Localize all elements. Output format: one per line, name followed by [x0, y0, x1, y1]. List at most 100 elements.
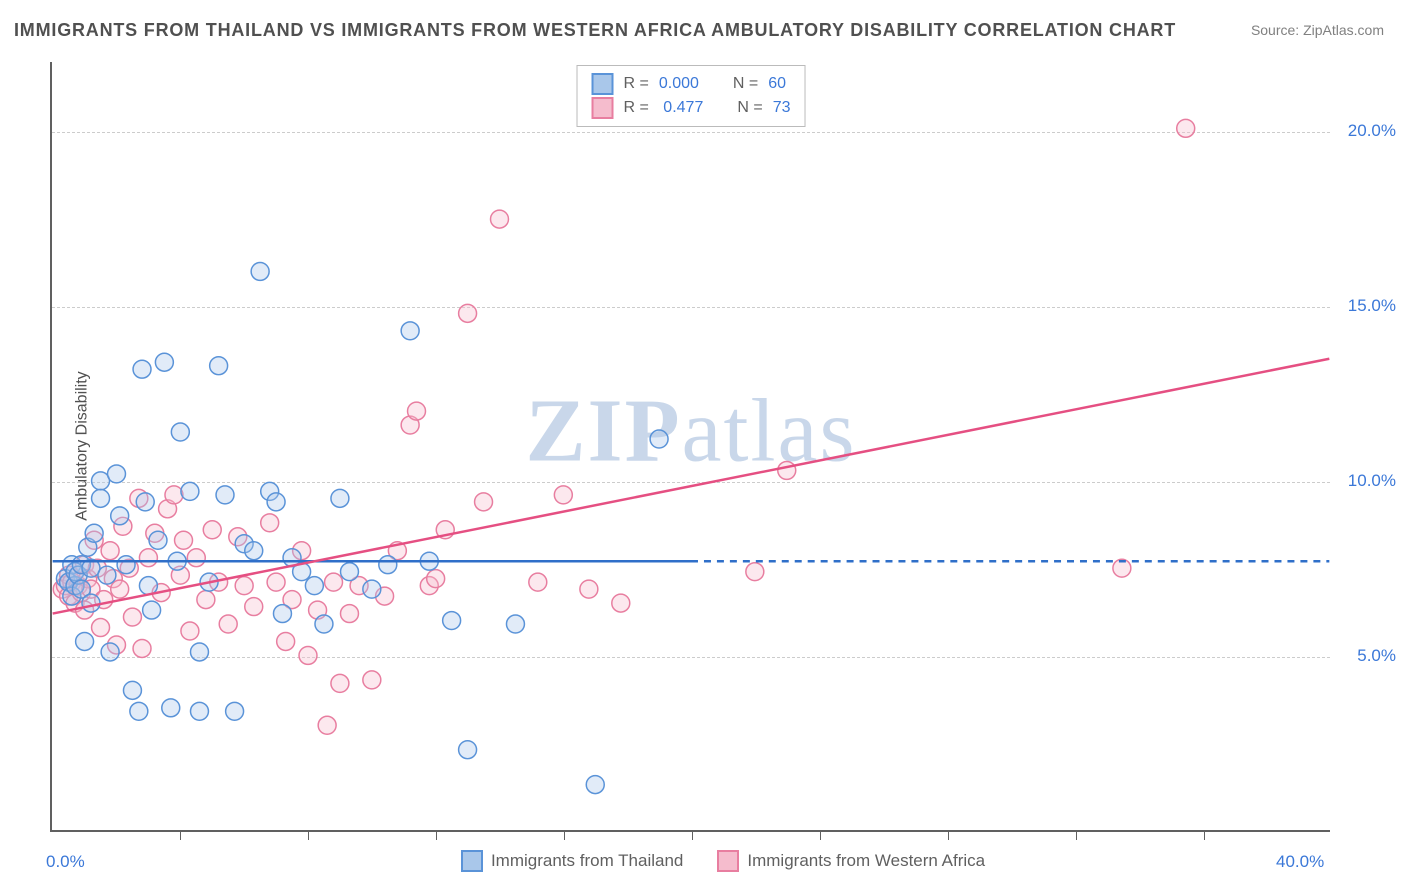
- data-point: [277, 633, 295, 651]
- r-label: R =: [624, 96, 649, 120]
- r-value-thailand: 0.000: [659, 72, 699, 96]
- data-point: [92, 619, 110, 637]
- data-point: [133, 360, 151, 378]
- data-point: [408, 402, 426, 420]
- regression-line: [53, 359, 1330, 614]
- n-label: N =: [737, 96, 762, 120]
- data-point: [226, 702, 244, 720]
- data-point: [459, 304, 477, 322]
- data-point: [191, 702, 209, 720]
- data-point: [443, 612, 461, 630]
- data-point: [181, 482, 199, 500]
- data-point: [341, 605, 359, 623]
- swatch-thailand: [461, 850, 483, 872]
- n-label: N =: [733, 72, 758, 96]
- data-point: [341, 563, 359, 581]
- data-point: [325, 573, 343, 591]
- swatch-wafrica: [717, 850, 739, 872]
- data-point: [210, 357, 228, 375]
- y-tick-label: 5.0%: [1357, 646, 1396, 666]
- data-point: [191, 643, 209, 661]
- data-point: [746, 563, 764, 581]
- data-point: [273, 605, 291, 623]
- data-point: [475, 493, 493, 511]
- data-point: [123, 608, 141, 626]
- data-point: [101, 542, 119, 560]
- data-point: [529, 573, 547, 591]
- data-point: [299, 646, 317, 664]
- data-point: [261, 514, 279, 532]
- x-tick: [820, 830, 821, 840]
- data-point: [133, 639, 151, 657]
- y-tick-label: 10.0%: [1348, 471, 1396, 491]
- data-point: [101, 643, 119, 661]
- x-tick: [1204, 830, 1205, 840]
- data-point: [155, 353, 173, 371]
- data-point: [111, 580, 129, 598]
- data-point: [363, 671, 381, 689]
- data-point: [778, 461, 796, 479]
- legend-series: Immigrants from Thailand Immigrants from…: [52, 850, 1330, 872]
- data-point: [363, 580, 381, 598]
- data-point: [85, 524, 103, 542]
- y-tick-label: 20.0%: [1348, 121, 1396, 141]
- data-point: [123, 681, 141, 699]
- swatch-thailand: [592, 73, 614, 95]
- swatch-wafrica: [592, 97, 614, 119]
- x-tick: [180, 830, 181, 840]
- chart-svg: [52, 62, 1330, 830]
- data-point: [506, 615, 524, 633]
- x-tick: [1076, 830, 1077, 840]
- data-point: [580, 580, 598, 598]
- data-point: [459, 741, 477, 759]
- x-tick: [308, 830, 309, 840]
- data-point: [165, 486, 183, 504]
- n-value-wafrica: 73: [773, 96, 791, 120]
- legend-label-wafrica: Immigrants from Western Africa: [747, 851, 985, 871]
- data-point: [197, 591, 215, 609]
- data-point: [267, 493, 285, 511]
- data-point: [82, 594, 100, 612]
- data-point: [305, 577, 323, 595]
- data-point: [136, 493, 154, 511]
- r-label: R =: [624, 72, 649, 96]
- data-point: [162, 699, 180, 717]
- y-tick-label: 15.0%: [1348, 296, 1396, 316]
- legend-item-thailand: Immigrants from Thailand: [461, 850, 683, 872]
- plot-area: ZIPatlas R = 0.000 N = 60 R = 0.477 N = …: [50, 62, 1330, 832]
- data-point: [139, 577, 157, 595]
- data-point: [130, 702, 148, 720]
- data-point: [331, 674, 349, 692]
- legend-label-thailand: Immigrants from Thailand: [491, 851, 683, 871]
- x-tick: [564, 830, 565, 840]
- data-point: [315, 615, 333, 633]
- source-attribution: Source: ZipAtlas.com: [1251, 22, 1384, 38]
- data-point: [187, 549, 205, 567]
- data-point: [76, 633, 94, 651]
- data-point: [149, 531, 167, 549]
- data-point: [175, 531, 193, 549]
- x-tick-label: 40.0%: [1276, 852, 1324, 872]
- data-point: [117, 556, 135, 574]
- legend-stats-row-2: R = 0.477 N = 73: [592, 96, 791, 120]
- data-point: [251, 262, 269, 280]
- data-point: [216, 486, 234, 504]
- data-point: [650, 430, 668, 448]
- data-point: [267, 573, 285, 591]
- chart-title: IMMIGRANTS FROM THAILAND VS IMMIGRANTS F…: [14, 20, 1176, 41]
- data-point: [108, 465, 126, 483]
- data-point: [554, 486, 572, 504]
- data-point: [245, 542, 263, 560]
- data-point: [219, 615, 237, 633]
- n-value-thailand: 60: [768, 72, 786, 96]
- x-tick: [692, 830, 693, 840]
- data-point: [401, 322, 419, 340]
- x-tick: [436, 830, 437, 840]
- data-point: [139, 549, 157, 567]
- data-point: [427, 570, 445, 588]
- data-point: [331, 489, 349, 507]
- data-point: [586, 776, 604, 794]
- data-point: [98, 566, 116, 584]
- data-point: [379, 556, 397, 574]
- legend-item-wafrica: Immigrants from Western Africa: [717, 850, 985, 872]
